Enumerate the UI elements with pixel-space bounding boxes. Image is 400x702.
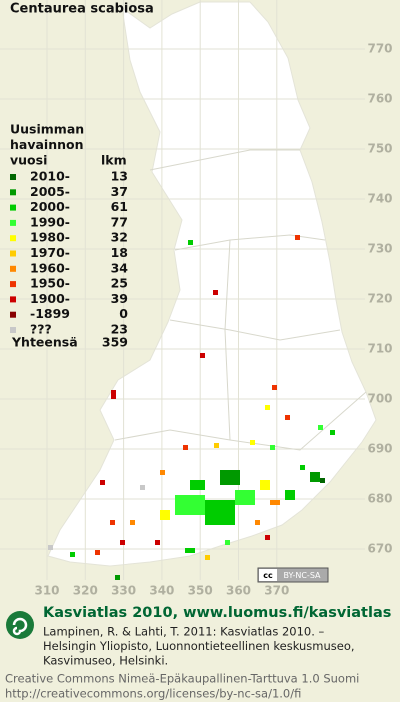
x-label: 330 (111, 584, 136, 598)
license-line: http://creativecommons.org/licenses/by-n… (5, 687, 301, 701)
legend-swatch (10, 296, 16, 303)
license-line: Creative Commons Nimeä-Epäkaupallinen-Ta… (5, 672, 359, 686)
legend-label: 2005- (30, 184, 70, 199)
x-label: 340 (149, 584, 174, 598)
y-label: 760 (367, 92, 392, 106)
title: Centaurea scabiosa (10, 2, 154, 17)
legend-count: 32 (111, 230, 128, 245)
legend-label: 1990- (30, 214, 70, 229)
legend-heading: havainnon (10, 137, 84, 152)
legend-count: 39 (111, 291, 128, 306)
total-label: Yhteensä (11, 335, 78, 350)
legend-label: 2010- (30, 169, 70, 184)
x-label: 350 (188, 584, 213, 598)
legend-count: 25 (111, 276, 128, 291)
legend-label: ??? (30, 322, 52, 337)
citation-line: Kasvimuseo, Helsinki. (43, 654, 168, 668)
legend-count: 37 (111, 184, 128, 199)
logo-text: Kasviatlas 2010, www.luomus.fi/kasviatla… (43, 605, 391, 621)
citation-line: Lampinen, R. & Lahti, T. 2011: Kasviatla… (43, 625, 325, 639)
x-label: 370 (264, 584, 289, 598)
y-label: 750 (367, 142, 392, 156)
legend-swatch (10, 174, 16, 180)
legend-swatch (10, 311, 16, 318)
y-label: 770 (367, 42, 392, 56)
legend-label: 1980- (30, 230, 70, 245)
legend-count-heading: lkm (101, 153, 127, 168)
finland-outline (47, 1, 377, 567)
y-label: 700 (367, 392, 392, 406)
legend-swatch (10, 189, 16, 196)
legend-label: 1900- (30, 291, 70, 306)
legend-label: 1970- (30, 245, 70, 260)
legend-count: 0 (119, 306, 128, 321)
svg-text:cc: cc (263, 571, 273, 580)
license-badge: cc BY-NC-SA (257, 567, 329, 583)
legend-count: 18 (111, 245, 128, 260)
y-label: 680 (367, 492, 392, 506)
legend-count: 23 (111, 322, 128, 337)
legend-heading: Uusimman (10, 122, 84, 137)
badge-text: BY-NC-SA (283, 571, 321, 580)
legend-label: 1960- (30, 260, 70, 275)
legend-swatch (10, 250, 16, 257)
region-borders (114, 149, 367, 451)
observation-squares (48, 235, 335, 580)
y-label: 710 (367, 342, 392, 356)
legend-swatch (10, 219, 16, 226)
legend-count: 77 (111, 214, 128, 229)
legend-count: 61 (111, 199, 128, 214)
x-label: 310 (34, 584, 59, 598)
legend-swatch (10, 204, 16, 211)
citation-line: Helsingin Yliopisto, Luonnontieteellinen… (43, 639, 355, 653)
legend-label: 1950- (30, 276, 70, 291)
legend-count: 13 (111, 169, 128, 184)
legend-heading: vuosi (10, 153, 47, 168)
y-label: 670 (367, 542, 392, 556)
legend-swatch (10, 327, 16, 333)
legend-count: 34 (111, 260, 129, 275)
total-count: 359 (102, 335, 128, 350)
legend-label: -1899 (30, 306, 70, 321)
y-label: 690 (367, 442, 392, 456)
legend-swatch (10, 235, 16, 242)
x-label: 320 (73, 584, 98, 598)
x-label: 360 (226, 584, 251, 598)
y-label: 720 (367, 292, 392, 306)
y-label: 730 (367, 242, 392, 256)
legend-swatch (10, 265, 16, 272)
legend-label: 2000- (30, 199, 70, 214)
logo (6, 611, 34, 639)
legend-swatch (10, 281, 16, 288)
y-label: 740 (367, 192, 392, 206)
